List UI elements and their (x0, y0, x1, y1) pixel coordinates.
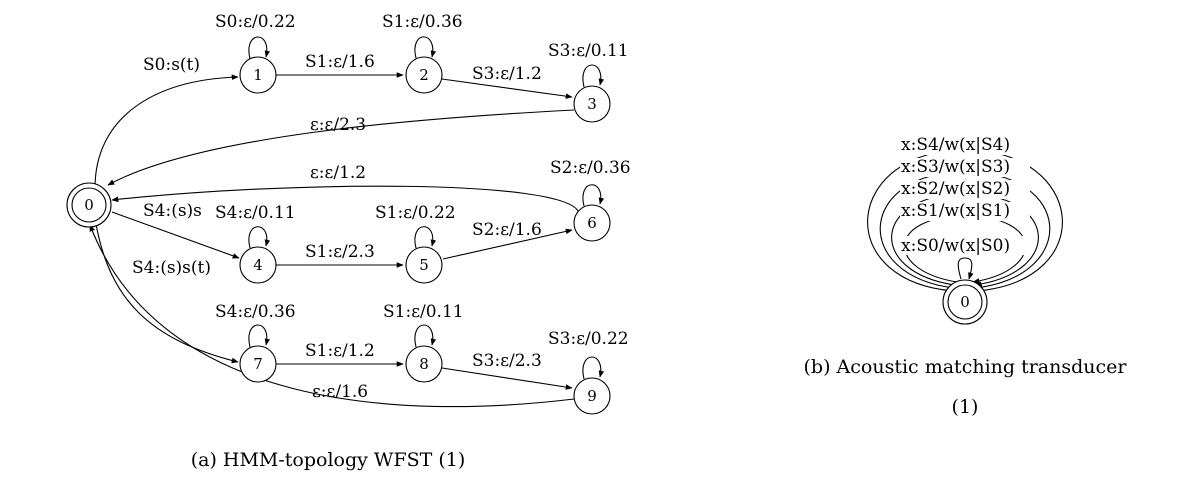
arc-label-7-7: S4:ε/0.36 (215, 302, 296, 322)
state-0-inner (71, 187, 107, 223)
caption-left: (a) HMM-topology WFST (1) (191, 449, 466, 471)
state-1 (239, 56, 277, 94)
loop-label-bg-s0 (900, 236, 1030, 255)
arc-2-3 (441, 78, 573, 99)
arc-label-9-0: ε:ε/1.6 (312, 382, 368, 402)
state-3-label: 3 (587, 95, 597, 113)
arc-5-6 (442, 228, 573, 260)
state-4 (239, 246, 277, 284)
loop-2 (414, 36, 437, 59)
state-1-label: 1 (253, 66, 263, 84)
state-6 (573, 204, 611, 242)
arc-label-2-2: S1:ε/0.36 (382, 12, 463, 32)
arc-label-0-1: S0:s(t) (143, 55, 200, 75)
arc-0-4 (111, 211, 240, 259)
state-8-label: 8 (419, 355, 429, 373)
loop-label-bg-s2 (900, 180, 1030, 199)
state-6-label: 6 (587, 214, 597, 232)
arc-label-1-1: S0:ε/0.22 (215, 12, 296, 32)
loop-label-s1: x:S1/w(x|S1) (901, 201, 1010, 221)
loop-7 (248, 324, 271, 348)
state-7-label: 7 (253, 355, 263, 373)
loop-3 (582, 64, 605, 88)
loop-6 (582, 184, 605, 207)
state-8 (405, 345, 443, 383)
arc-label-4-5: S1:ε/2.3 (305, 242, 375, 262)
state-5 (405, 246, 443, 284)
arc-3-0 (107, 109, 575, 186)
state-5-label: 5 (419, 256, 429, 274)
loop-5 (414, 226, 437, 249)
loop-label-s0: x:S0/w(x|S0) (901, 236, 1010, 256)
arc-label-6-6: S2:ε/0.36 (550, 158, 631, 178)
loop-label-bg-s4 (900, 136, 1030, 155)
loop-label-bg-s1 (900, 202, 1030, 221)
arc-label-3-3: S3:ε/0.11 (548, 41, 629, 61)
arc-label-9-9: S3:ε/0.22 (548, 329, 629, 349)
state-4-label: 4 (253, 256, 263, 274)
arc-6-0 (111, 185, 579, 212)
state-9-label: 9 (587, 387, 597, 405)
state-2-label: 2 (419, 66, 429, 84)
arc-label-6-0: ε:ε/1.2 (310, 163, 366, 183)
state-7 (239, 345, 277, 383)
arc-0-7 (95, 223, 239, 364)
arc-label-5-6: S2:ε/1.6 (472, 220, 542, 240)
loop-label-bg-s3 (900, 158, 1030, 177)
loop-label-s3: x:S3/w(x|S3) (901, 157, 1010, 177)
caption-right-line2: (1) (952, 396, 979, 418)
state-2 (405, 56, 443, 94)
arc-8-9 (441, 367, 573, 390)
arc-label-8-8: S1:ε/0.11 (383, 302, 464, 322)
loop-s0 (957, 257, 974, 280)
arc-label-2-3: S3:ε/1.2 (472, 64, 542, 84)
arc-label-4-4: S4:ε/0.11 (215, 203, 296, 223)
acoustic-matching-transducer: x:S4/w(x|S4) x:S3/w(x|S3) x:S2/w(x|S2) x… (804, 135, 1128, 418)
hmm-topology-wfst: 0 1 2 3 4 5 6 7 8 9 S0:s(t) S0:ε/0.22 S1… (66, 12, 631, 471)
loop-9 (582, 356, 605, 380)
arc-label-0-4: S4:(s)s (143, 201, 202, 221)
transducer-state-0-inner (947, 284, 983, 320)
state-3 (573, 85, 611, 123)
state-0-label: 0 (84, 196, 94, 214)
arc-9-0 (89, 224, 575, 408)
loop-1 (248, 36, 271, 60)
arc-label-3-0: ε:ε/2.3 (310, 115, 366, 135)
arc-label-1-2: S1:ε/1.6 (305, 52, 375, 72)
loop-8 (414, 324, 437, 348)
state-9 (573, 377, 611, 415)
arc-label-7-8: S1:ε/1.2 (305, 341, 375, 361)
arc-label-0-7: S4:(s)s(t) (132, 258, 211, 278)
arc-label-8-9: S3:ε/2.3 (472, 351, 542, 371)
loop-label-s2: x:S2/w(x|S2) (901, 179, 1010, 199)
caption-right-line1: (b) Acoustic matching transducer (804, 356, 1128, 378)
loop-4 (248, 226, 271, 249)
loop-label-s4: x:S4/w(x|S4) (901, 135, 1010, 155)
arc-label-5-5: S1:ε/0.22 (375, 203, 456, 223)
transducer-state-0-label: 0 (960, 293, 970, 311)
arc-0-1 (94, 74, 239, 189)
